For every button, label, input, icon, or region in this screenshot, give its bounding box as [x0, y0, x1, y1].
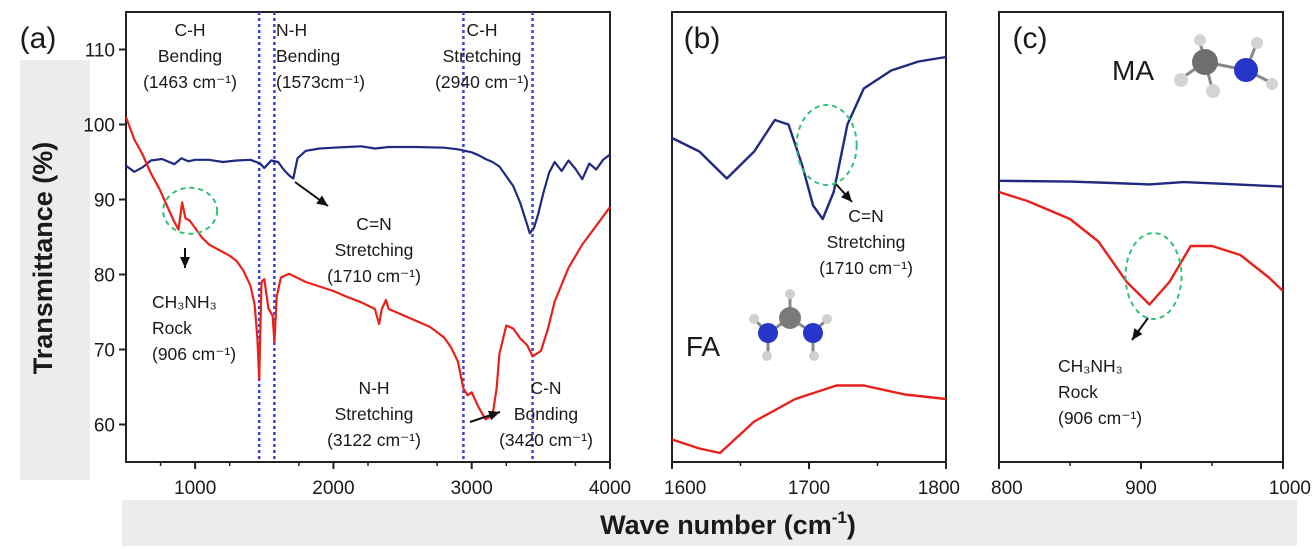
- panel-b-series-1: [671, 384, 947, 455]
- panel-a-x-tick-label-0: 1000: [174, 478, 216, 499]
- panel-a-annotation-1-line-1: Bending: [276, 46, 340, 66]
- panel-a-highlight-ellipse: [162, 186, 219, 235]
- panel-a-annotation-3-line-2: (1710 cm⁻¹): [327, 266, 421, 286]
- panel-a-arrow-nh-head: [487, 410, 500, 421]
- panel-c-series-1: [998, 190, 1284, 306]
- panel-a-x-tick-label-3: 4000: [589, 478, 631, 499]
- panel-b-label: (b): [684, 22, 721, 55]
- panel-b-x-tick-label-2: 1800: [918, 478, 960, 499]
- panel-a-annotation-4-line-0: CH₃NH₃: [152, 292, 217, 312]
- panel-b-molecule-label: FA: [686, 331, 721, 362]
- panel-a-label: (a): [20, 22, 57, 55]
- panel-a-annotation-1-line-0: N-H: [276, 20, 307, 40]
- panel-a-annotation-2-line-1: Stretching: [443, 46, 522, 66]
- panel-a-annotation-0-line-0: C-H: [174, 20, 205, 40]
- panel-c: 800 900 1000 (c) MA CH₃NH₃ Rock (906 cm⁻¹): [991, 11, 1311, 499]
- panel-b: 1600 1700 1800 (b) FA C=N Stretching (1710 cm⁻¹…: [664, 11, 960, 499]
- panel-a-annotation-5-line-0: N-H: [358, 378, 389, 398]
- panel-a-annotation-3-line-1: Stretching: [335, 240, 414, 260]
- panel-c-arrow-head: [1132, 328, 1143, 340]
- panel-a-y-tick-label-4: 100: [83, 116, 115, 137]
- panel-b-series-0: [671, 55, 947, 221]
- panel-a-x-tick-label-1: 2000: [312, 478, 354, 499]
- panel-c-label: (c): [1013, 22, 1048, 55]
- panel-a-series-0: [125, 145, 611, 235]
- fa-molecule-icon: [749, 289, 832, 361]
- panel-a-annotation-6-line-0: C-N: [530, 378, 561, 398]
- panel-a-annotation-2-line-0: C-H: [466, 20, 497, 40]
- panel-a-annotation-4-line-2: (906 cm⁻¹): [152, 344, 236, 364]
- panel-b-x-tick-label-0: 1600: [664, 478, 706, 499]
- panel-c-x-tick-label-0: 800: [991, 478, 1023, 499]
- panel-a-y-tick-label-1: 70: [94, 341, 115, 362]
- panel-c-annotation-line-2: (906 cm⁻¹): [1058, 408, 1142, 428]
- ma-molecule-icon: [1174, 34, 1278, 98]
- panel-c-annotation-line-0: CH₃NH₃: [1058, 356, 1123, 376]
- panel-b-annotation-line-0: C=N: [848, 206, 884, 226]
- panel-b-annotation-line-2: (1710 cm⁻¹): [819, 258, 913, 278]
- panel-c-molecule-label: MA: [1112, 55, 1154, 86]
- panel-a-series-1: [124, 116, 611, 421]
- panel-b-arrow-head: [840, 190, 852, 202]
- panel-a-annotation-3-line-0: C=N: [356, 214, 392, 234]
- panel-a-annotation-6-line-1: Bonding: [514, 404, 578, 424]
- x-axis-title-close: ): [847, 510, 856, 540]
- panel-a-x-tick-label-2: 3000: [451, 478, 493, 499]
- x-axis-title-sup: -1: [832, 508, 847, 527]
- panel-c-highlight-ellipse: [1124, 232, 1183, 320]
- panel-a-y-tick-label-2: 80: [94, 266, 115, 287]
- y-axis-title: Transmittance (%): [28, 142, 58, 375]
- panel-b-x-tick-label-1: 1700: [788, 478, 830, 499]
- panel-a-y-tick-label-0: 60: [94, 416, 115, 437]
- panel-a-annotation-6-line-2: (3420 cm⁻¹): [499, 430, 593, 450]
- panel-a-arrow-rock-head: [180, 257, 190, 268]
- panel-a-annotation-4-line-1: Rock: [152, 318, 192, 338]
- panel-a-annotation-2-line-2: (2940 cm⁻¹): [435, 72, 529, 92]
- panel-a-annotation-1-line-2: (1573cm⁻¹): [276, 72, 365, 92]
- x-axis-title-background: [122, 500, 1297, 546]
- panel-a-annotation-0-line-2: (1463 cm⁻¹): [143, 72, 237, 92]
- panel-a-annotation-0-line-1: Bending: [158, 46, 222, 66]
- panel-b-annotation-line-1: Stretching: [827, 232, 906, 252]
- panel-c-x-tick-label-2: 1000: [1269, 478, 1311, 499]
- panel-a-y-tick-label-3: 90: [94, 191, 115, 212]
- panel-a-annotation-5-line-2: (3122 cm⁻¹): [327, 430, 421, 450]
- panel-a-arrow-cn-head: [316, 195, 328, 206]
- panel-a-y-tick-label-5: 110: [85, 41, 115, 62]
- panel-c-x-tick-label-1: 900: [1125, 478, 1157, 499]
- panel-a: 1000 2000 3000 4000 60 70 80 90 100 110 (a) C-H Bend…: [20, 11, 631, 499]
- panel-b-highlight-ellipse: [795, 104, 858, 186]
- x-axis-title-main: Wave number (cm: [600, 510, 832, 540]
- x-axis-title: Wave number (cm-1): [600, 508, 856, 540]
- panel-c-annotation-line-1: Rock: [1058, 382, 1098, 402]
- panel-c-series-0: [998, 179, 1284, 188]
- panel-a-annotation-5-line-1: Stretching: [335, 404, 414, 424]
- y-axis-title-background: [20, 60, 90, 480]
